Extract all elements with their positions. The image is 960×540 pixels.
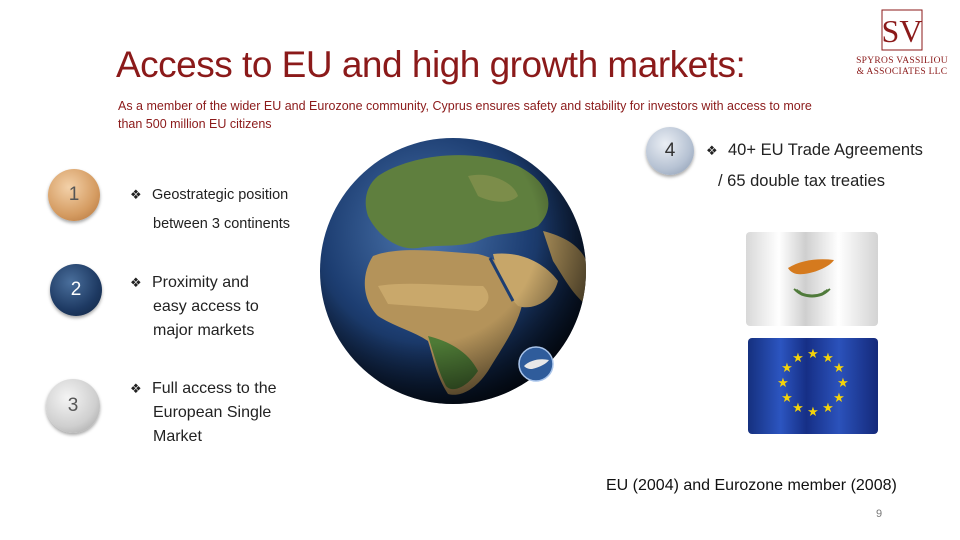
eu-flag-image: ★ ★ ★ ★ ★ ★ ★ ★ ★ ★ ★ ★: [748, 338, 878, 434]
svg-text:★: ★: [822, 401, 834, 416]
sv-monogram-icon: SV: [881, 9, 923, 51]
point-2-line-3: major markets: [153, 322, 255, 339]
point-3-line-2: European Single: [153, 404, 272, 421]
point-4-line-2: / 65 double tax treaties: [718, 172, 885, 190]
logo-monogram: SV: [882, 13, 923, 49]
point-3-text: ❖ Full access to the European Single Mark…: [130, 377, 300, 449]
point-1-line-1: Geostrategic position: [152, 187, 289, 203]
page-subtitle: As a member of the wider EU and Eurozone…: [118, 99, 812, 131]
svg-text:★: ★: [837, 376, 849, 391]
svg-text:★: ★: [833, 391, 845, 406]
page-title: Access to EU and high growth markets:: [116, 44, 746, 85]
logo-line-1: SPYROS VASSILIOU: [856, 56, 948, 66]
svg-text:★: ★: [781, 391, 793, 406]
point-1-number-badge: 1: [48, 169, 100, 221]
svg-text:★: ★: [781, 361, 793, 376]
point-4-number-badge: 4: [646, 127, 694, 175]
point-2-text: ❖ Proximity and easy access to major mark…: [130, 271, 290, 343]
point-1-text: ❖ Geostrategic position between 3 contine…: [130, 180, 330, 239]
svg-text:★: ★: [833, 361, 845, 376]
point-4-line-1: 40+ EU Trade Agreements: [728, 141, 923, 159]
point-4-text: ❖ 40+ EU Trade Agreements / 65 double tax…: [706, 135, 956, 196]
svg-text:★: ★: [792, 351, 804, 366]
logo-line-2: & ASSOCIATES LLC: [856, 67, 948, 77]
eu-membership-text: EU (2004) and Eurozone member (2008): [606, 477, 897, 494]
diamond-bullet-icon: ❖: [130, 187, 142, 202]
page-number: 9: [876, 508, 883, 520]
svg-text:★: ★: [807, 347, 819, 362]
diamond-bullet-icon: ❖: [130, 275, 142, 290]
point-3-line-1: Full access to the: [152, 380, 277, 397]
cyprus-map-icon: [518, 346, 554, 382]
point-3-line-3: Market: [153, 428, 202, 445]
diamond-bullet-icon: ❖: [706, 143, 718, 158]
diamond-bullet-icon: ❖: [130, 381, 142, 396]
globe-image: [320, 138, 586, 404]
point-1-line-2: between 3 continents: [153, 216, 291, 232]
point-2-number-badge: 2: [50, 264, 102, 316]
point-3-number-badge: 3: [46, 379, 100, 433]
svg-text:★: ★: [807, 405, 819, 420]
svg-text:★: ★: [822, 351, 834, 366]
company-logo: SV SPYROS VASSILIOU & ASSOCIATES LLC: [852, 8, 952, 80]
svg-text:★: ★: [777, 376, 789, 391]
point-2-line-2: easy access to: [153, 298, 259, 315]
point-2-line-1: Proximity and: [152, 274, 249, 291]
svg-text:★: ★: [792, 401, 804, 416]
cyprus-flag-image: [746, 232, 878, 326]
